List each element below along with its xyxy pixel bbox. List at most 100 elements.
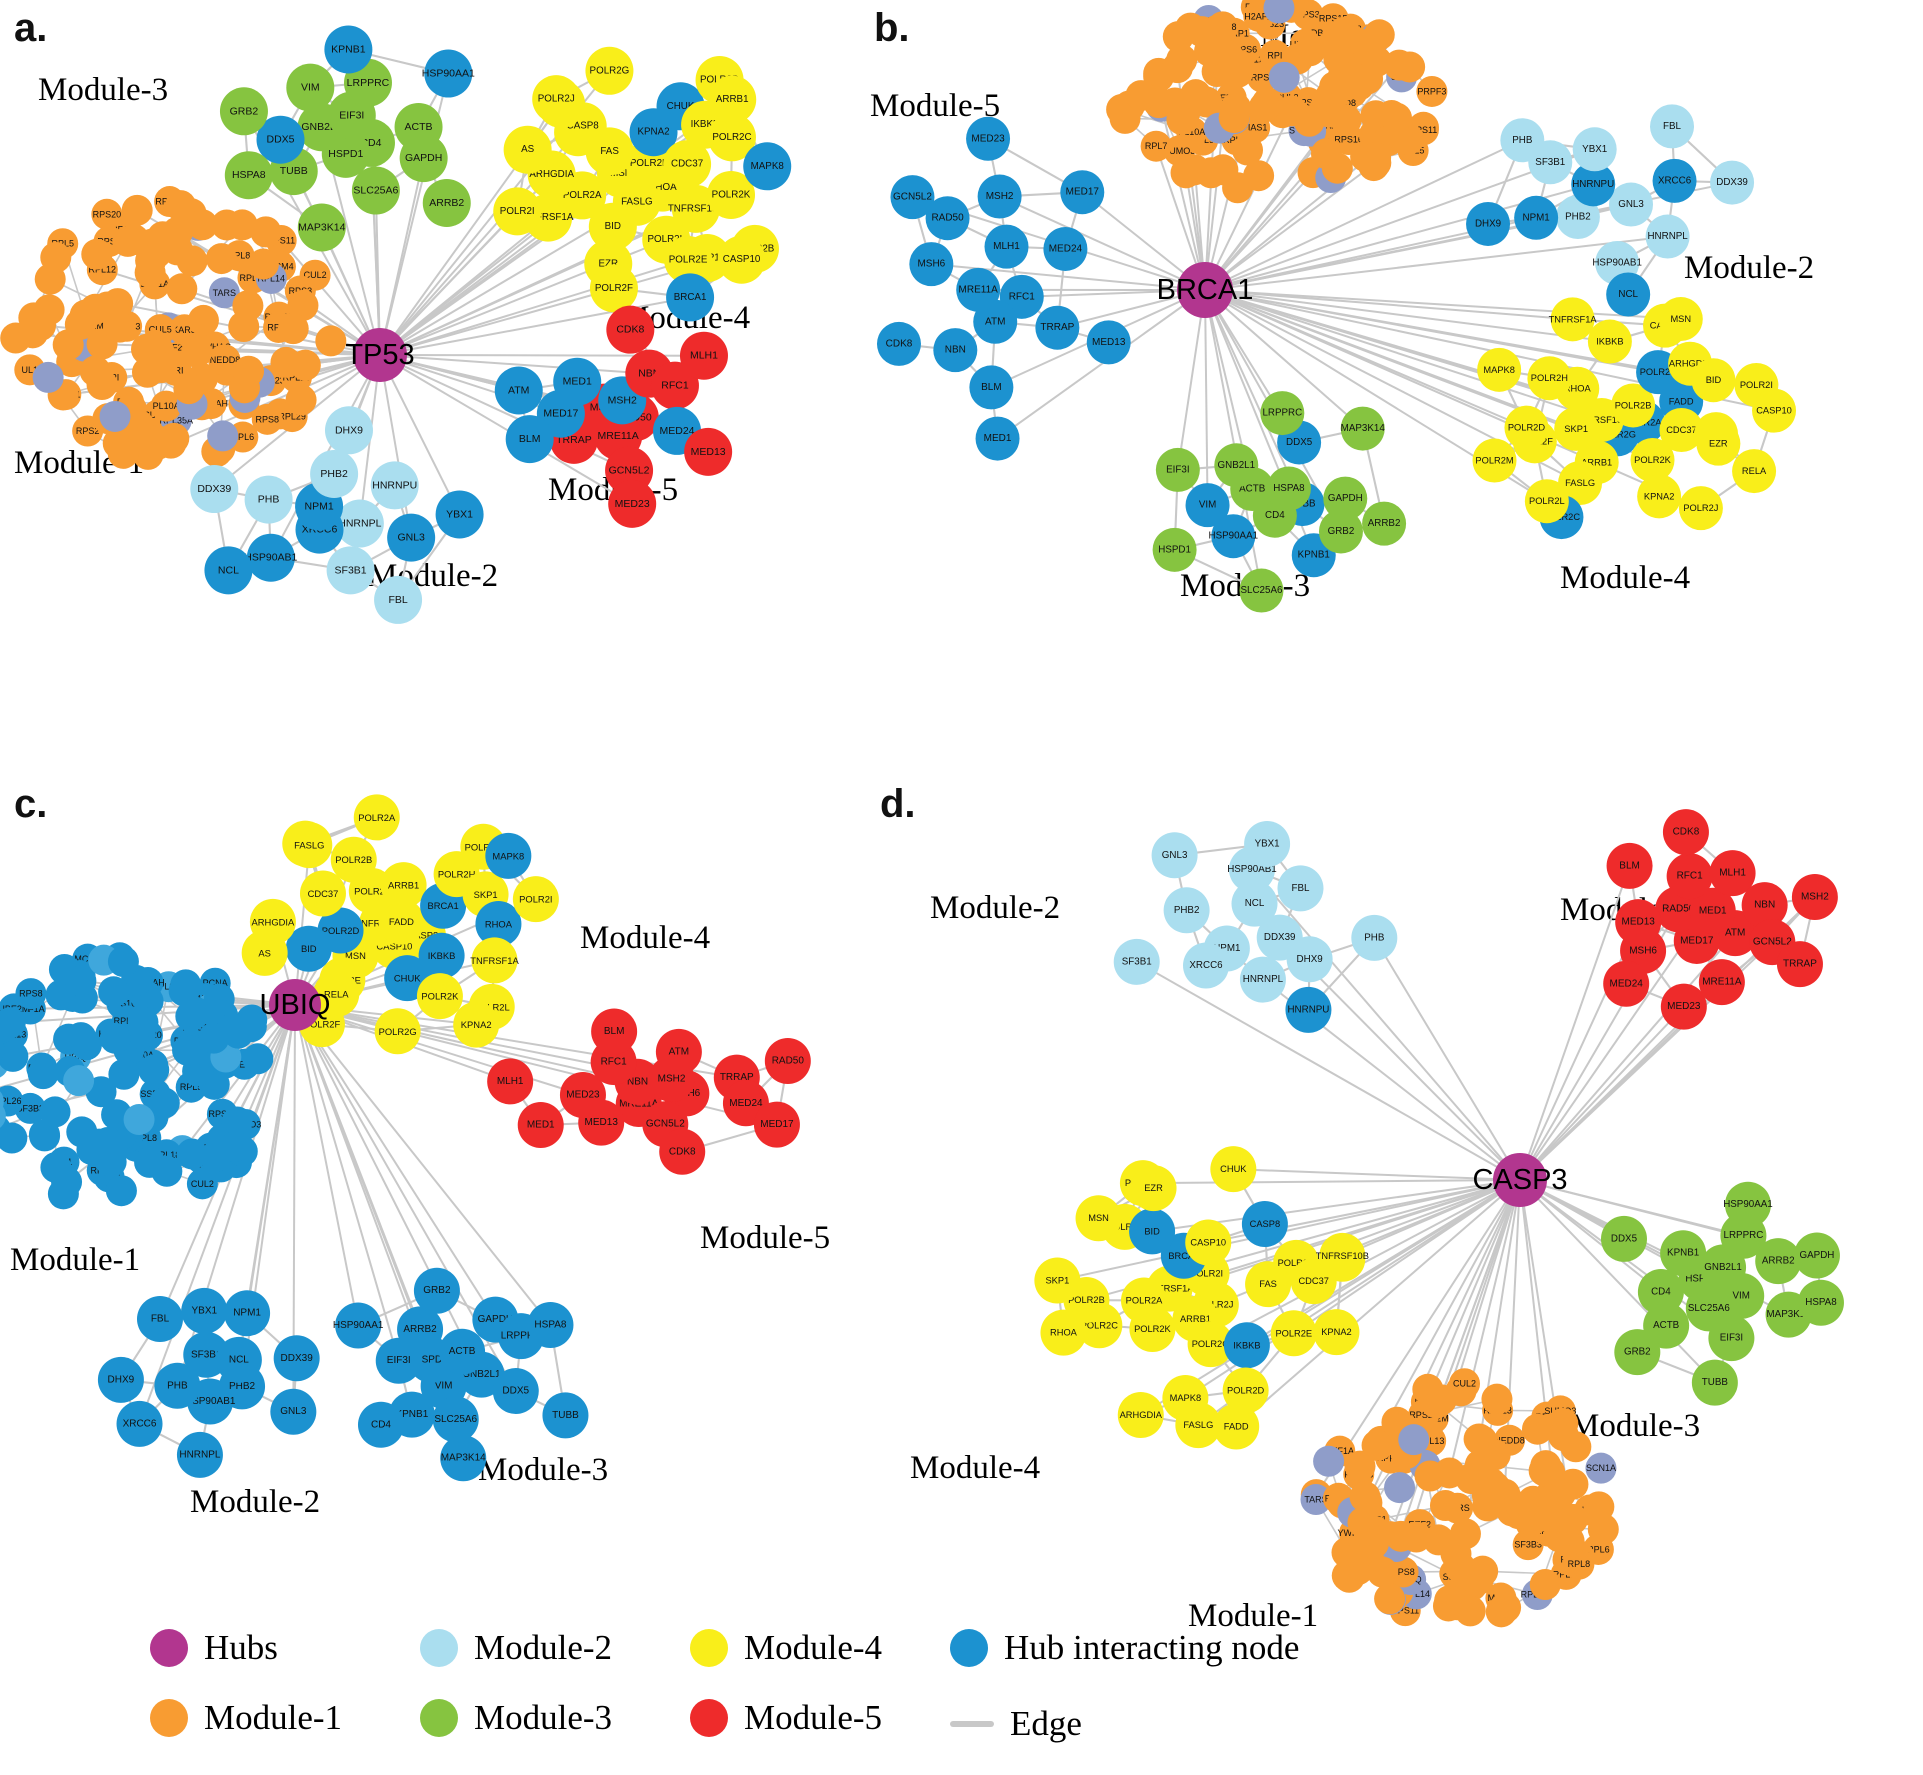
network-node[interactable] [1268,61,1300,93]
node-circle[interactable] [708,75,757,124]
network-node[interactable] [1367,1556,1399,1588]
network-node[interactable] [63,1065,95,1097]
network-node[interactable]: RPL8 [1563,1548,1595,1580]
hub-node[interactable]: UBIQ [260,979,331,1031]
network-node[interactable]: GNL3 [270,1388,317,1435]
node-circle[interactable] [663,140,712,189]
network-node[interactable]: RPS20 [91,198,123,230]
node-circle[interactable] [326,546,375,595]
node-circle[interactable] [664,235,713,284]
network-node[interactable] [0,1122,28,1154]
node-circle[interactable] [1611,383,1656,428]
network-node[interactable] [107,946,139,978]
network-node[interactable]: NPM1 [1514,195,1559,240]
network-node[interactable]: NPM1 [224,1290,271,1337]
network-node[interactable]: CDK8 [659,1128,706,1175]
node-circle[interactable] [1414,1460,1446,1492]
network-node[interactable] [1394,51,1426,83]
network-node[interactable]: ACTB [439,1328,486,1375]
network-node[interactable]: HNRNPL [1645,214,1690,259]
network-node[interactable]: POLR2K [416,973,463,1020]
network-node[interactable] [1489,1478,1521,1510]
node-circle[interactable] [108,1058,140,1090]
node-circle[interactable] [310,449,359,498]
node-circle[interactable] [357,1401,404,1448]
network-node[interactable] [138,1054,170,1086]
network-node[interactable]: DDX39 [1710,160,1755,205]
node-circle[interactable] [1222,56,1254,88]
network-node[interactable]: POLR2G [1187,1321,1234,1368]
node-circle[interactable] [1381,102,1413,134]
node-circle[interactable] [1398,1424,1430,1456]
node-circle[interactable] [1223,1322,1270,1369]
network-node[interactable]: RFC1 [650,361,699,410]
network-node[interactable]: POLR2L [1524,479,1569,524]
node-circle[interactable] [1352,63,1384,95]
node-circle[interactable] [1187,1321,1234,1368]
node-circle[interactable] [1195,157,1227,189]
network-node[interactable]: NCL [1606,272,1651,317]
network-node[interactable] [1414,1460,1446,1492]
node-circle[interactable] [397,1306,444,1353]
network-node[interactable] [108,1058,140,1090]
network-node[interactable]: MSH6 [909,242,954,287]
node-circle[interactable] [1698,959,1745,1006]
network-node[interactable]: TARS [208,277,240,309]
network-node[interactable] [40,1151,72,1183]
network-node[interactable]: FBL [1650,104,1695,149]
node-circle[interactable] [211,209,243,241]
network-node[interactable] [242,1043,274,1075]
network-node[interactable]: PHB [244,475,293,524]
node-circle[interactable] [1310,138,1342,170]
network-node[interactable]: MED23 [608,479,657,528]
node-circle[interactable] [315,325,347,357]
node-circle[interactable] [1293,105,1325,137]
node-circle[interactable] [1214,443,1259,488]
network-node[interactable]: TRRAP [1035,305,1080,350]
network-node[interactable] [1109,102,1141,134]
node-circle[interactable] [435,490,484,539]
node-circle[interactable] [1162,21,1194,53]
node-circle[interactable] [1606,272,1651,317]
network-node[interactable]: GNB2L1 [1214,443,1259,488]
node-circle[interactable] [1637,1269,1684,1316]
node-circle[interactable] [374,1008,421,1055]
network-node[interactable]: FASLG [286,822,333,869]
network-node[interactable]: DDX39 [273,1335,320,1382]
node-circle[interactable] [1040,1309,1087,1356]
node-circle[interactable] [505,415,554,464]
node-circle[interactable] [29,1120,61,1152]
network-node[interactable] [233,355,265,387]
network-node[interactable] [1294,35,1326,67]
network-node[interactable] [1454,1595,1486,1627]
network-node[interactable]: EIF3I [1155,447,1200,492]
node-circle[interactable] [416,973,463,1020]
node-circle[interactable] [91,198,123,230]
node-circle[interactable] [655,1028,702,1075]
node-circle[interactable] [15,978,47,1010]
network-node[interactable]: POLR2K [1630,438,1675,483]
node-circle[interactable] [246,533,295,582]
node-circle[interactable] [1060,170,1105,215]
network-node[interactable] [1310,138,1342,170]
network-node[interactable] [207,420,239,452]
node-circle[interactable] [1331,1560,1363,1592]
node-circle[interactable] [219,1130,251,1162]
node-circle[interactable] [146,352,178,384]
node-circle[interactable] [1109,102,1141,134]
network-node[interactable]: NCL [1231,880,1278,927]
node-circle[interactable] [270,346,302,378]
network-node[interactable] [1316,81,1348,113]
hub-node[interactable]: TP53 [345,328,415,382]
network-node[interactable]: SKP1 [1554,406,1599,451]
node-circle[interactable] [1384,1472,1416,1504]
node-circle[interactable] [1504,405,1549,450]
network-node[interactable]: MED1 [975,416,1020,461]
network-node[interactable]: POLR2G [585,46,634,95]
node-circle[interactable] [1650,104,1695,149]
network-node[interactable] [146,352,178,384]
node-circle[interactable] [1163,887,1210,934]
node-circle[interactable] [285,384,317,416]
network-node[interactable] [250,216,282,248]
network-node[interactable]: DDX5 [492,1368,539,1415]
